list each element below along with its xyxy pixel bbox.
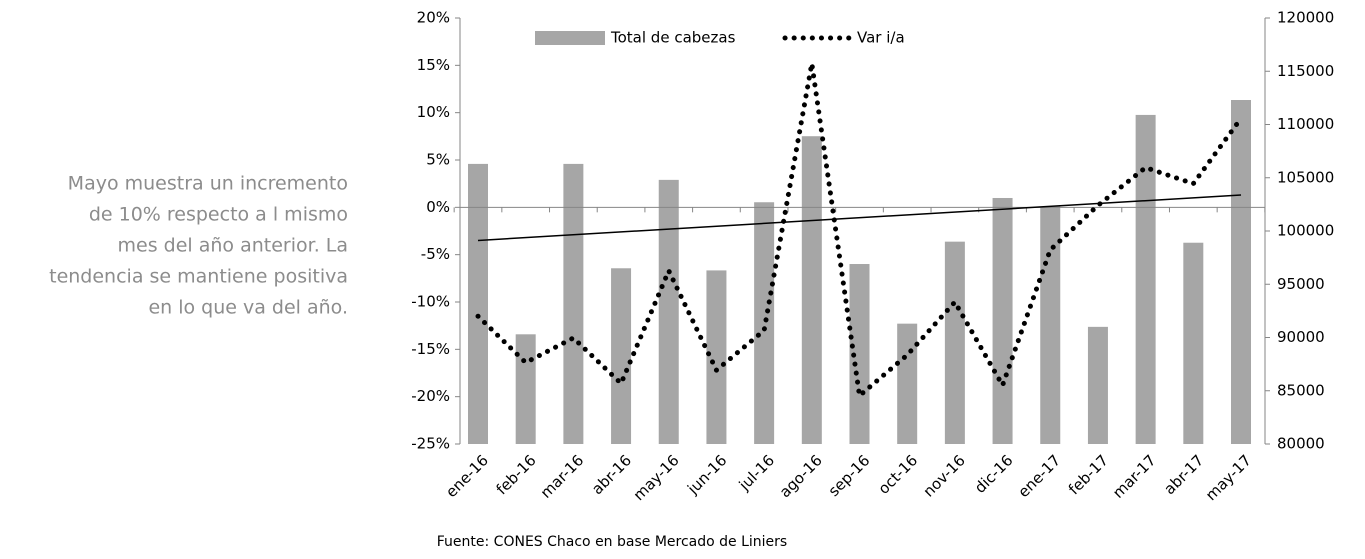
y-tick-label: 0% bbox=[426, 198, 450, 216]
y2-tick-label: 115000 bbox=[1277, 62, 1334, 80]
bar bbox=[992, 197, 1013, 444]
source: Fuente: CONES Chaco en base Mercado de L… bbox=[437, 534, 787, 550]
y-tick-label: 10% bbox=[417, 103, 450, 121]
annotation-line: tendencia se mantiene positiva bbox=[49, 266, 348, 288]
x-tick-label: jun-16 bbox=[683, 451, 730, 498]
y-tick-label: -15% bbox=[411, 340, 450, 358]
bar bbox=[801, 136, 822, 444]
bar bbox=[468, 163, 488, 444]
bar bbox=[1135, 114, 1156, 444]
y-tick-label: 15% bbox=[417, 56, 450, 74]
x-tick-label: ene-16 bbox=[442, 451, 492, 501]
x-tick-label: oct-16 bbox=[875, 451, 922, 498]
annotation-line: mes del año anterior. La bbox=[118, 235, 348, 257]
line-series bbox=[475, 60, 1244, 399]
annotation-line: de 10% respecto a l mismo bbox=[89, 204, 348, 226]
y2-tick-label: 85000 bbox=[1277, 381, 1325, 399]
y-tick-label: -5% bbox=[421, 245, 450, 263]
bar bbox=[849, 264, 870, 444]
legend-label: Var i/a bbox=[857, 29, 905, 47]
x-tick-label: ago-16 bbox=[776, 451, 826, 501]
bar bbox=[1087, 326, 1108, 444]
bar bbox=[658, 179, 679, 444]
x-tick-label: abr-16 bbox=[588, 451, 635, 498]
bar bbox=[1231, 100, 1251, 444]
y2-tick-label: 110000 bbox=[1277, 115, 1334, 133]
x-tick-label: sep-16 bbox=[825, 451, 874, 500]
y2-tick-label: 100000 bbox=[1277, 222, 1334, 240]
x-tick-label: may-17 bbox=[1202, 451, 1255, 504]
x-tick-label: mar-16 bbox=[537, 451, 588, 502]
bar bbox=[897, 323, 918, 444]
x-tick-label: abr-17 bbox=[1160, 451, 1207, 498]
x-tick-label: ene-17 bbox=[1014, 451, 1064, 501]
x-tick-label: may-16 bbox=[630, 451, 683, 504]
bar bbox=[1040, 206, 1061, 444]
x-tick-label: jul-16 bbox=[735, 451, 778, 494]
bar bbox=[611, 268, 632, 444]
y-tick-label: 20% bbox=[417, 9, 450, 27]
x-tick-label: mar-17 bbox=[1109, 451, 1160, 502]
y-tick-label: 5% bbox=[426, 151, 450, 169]
bar bbox=[1183, 242, 1204, 444]
y-tick-label: -20% bbox=[411, 387, 450, 405]
bar bbox=[515, 334, 536, 444]
x-tick-label: feb-16 bbox=[493, 451, 540, 498]
y2-tick-label: 95000 bbox=[1277, 275, 1325, 293]
x-tick-label: nov-16 bbox=[920, 451, 969, 500]
legend-label: Total de cabezas bbox=[610, 29, 736, 47]
x-tick-label: dic-16 bbox=[971, 451, 1017, 497]
y2-tick-label: 90000 bbox=[1277, 328, 1325, 346]
annotation-line: Mayo muestra un incremento bbox=[68, 173, 348, 195]
x-tick-label: feb-17 bbox=[1065, 451, 1112, 498]
y-tick-label: -10% bbox=[411, 293, 450, 311]
y-tick-label: -25% bbox=[411, 435, 450, 453]
legend-swatch bbox=[535, 31, 605, 45]
y2-tick-label: 120000 bbox=[1277, 9, 1334, 27]
y2-tick-label: 105000 bbox=[1277, 168, 1334, 186]
bar bbox=[706, 270, 727, 444]
bar bbox=[944, 241, 965, 444]
bar bbox=[754, 202, 775, 444]
bar bbox=[563, 163, 584, 444]
y2-tick-label: 80000 bbox=[1277, 435, 1325, 453]
trendline bbox=[477, 194, 1242, 242]
annotation-line: en lo que va del año. bbox=[148, 297, 348, 319]
